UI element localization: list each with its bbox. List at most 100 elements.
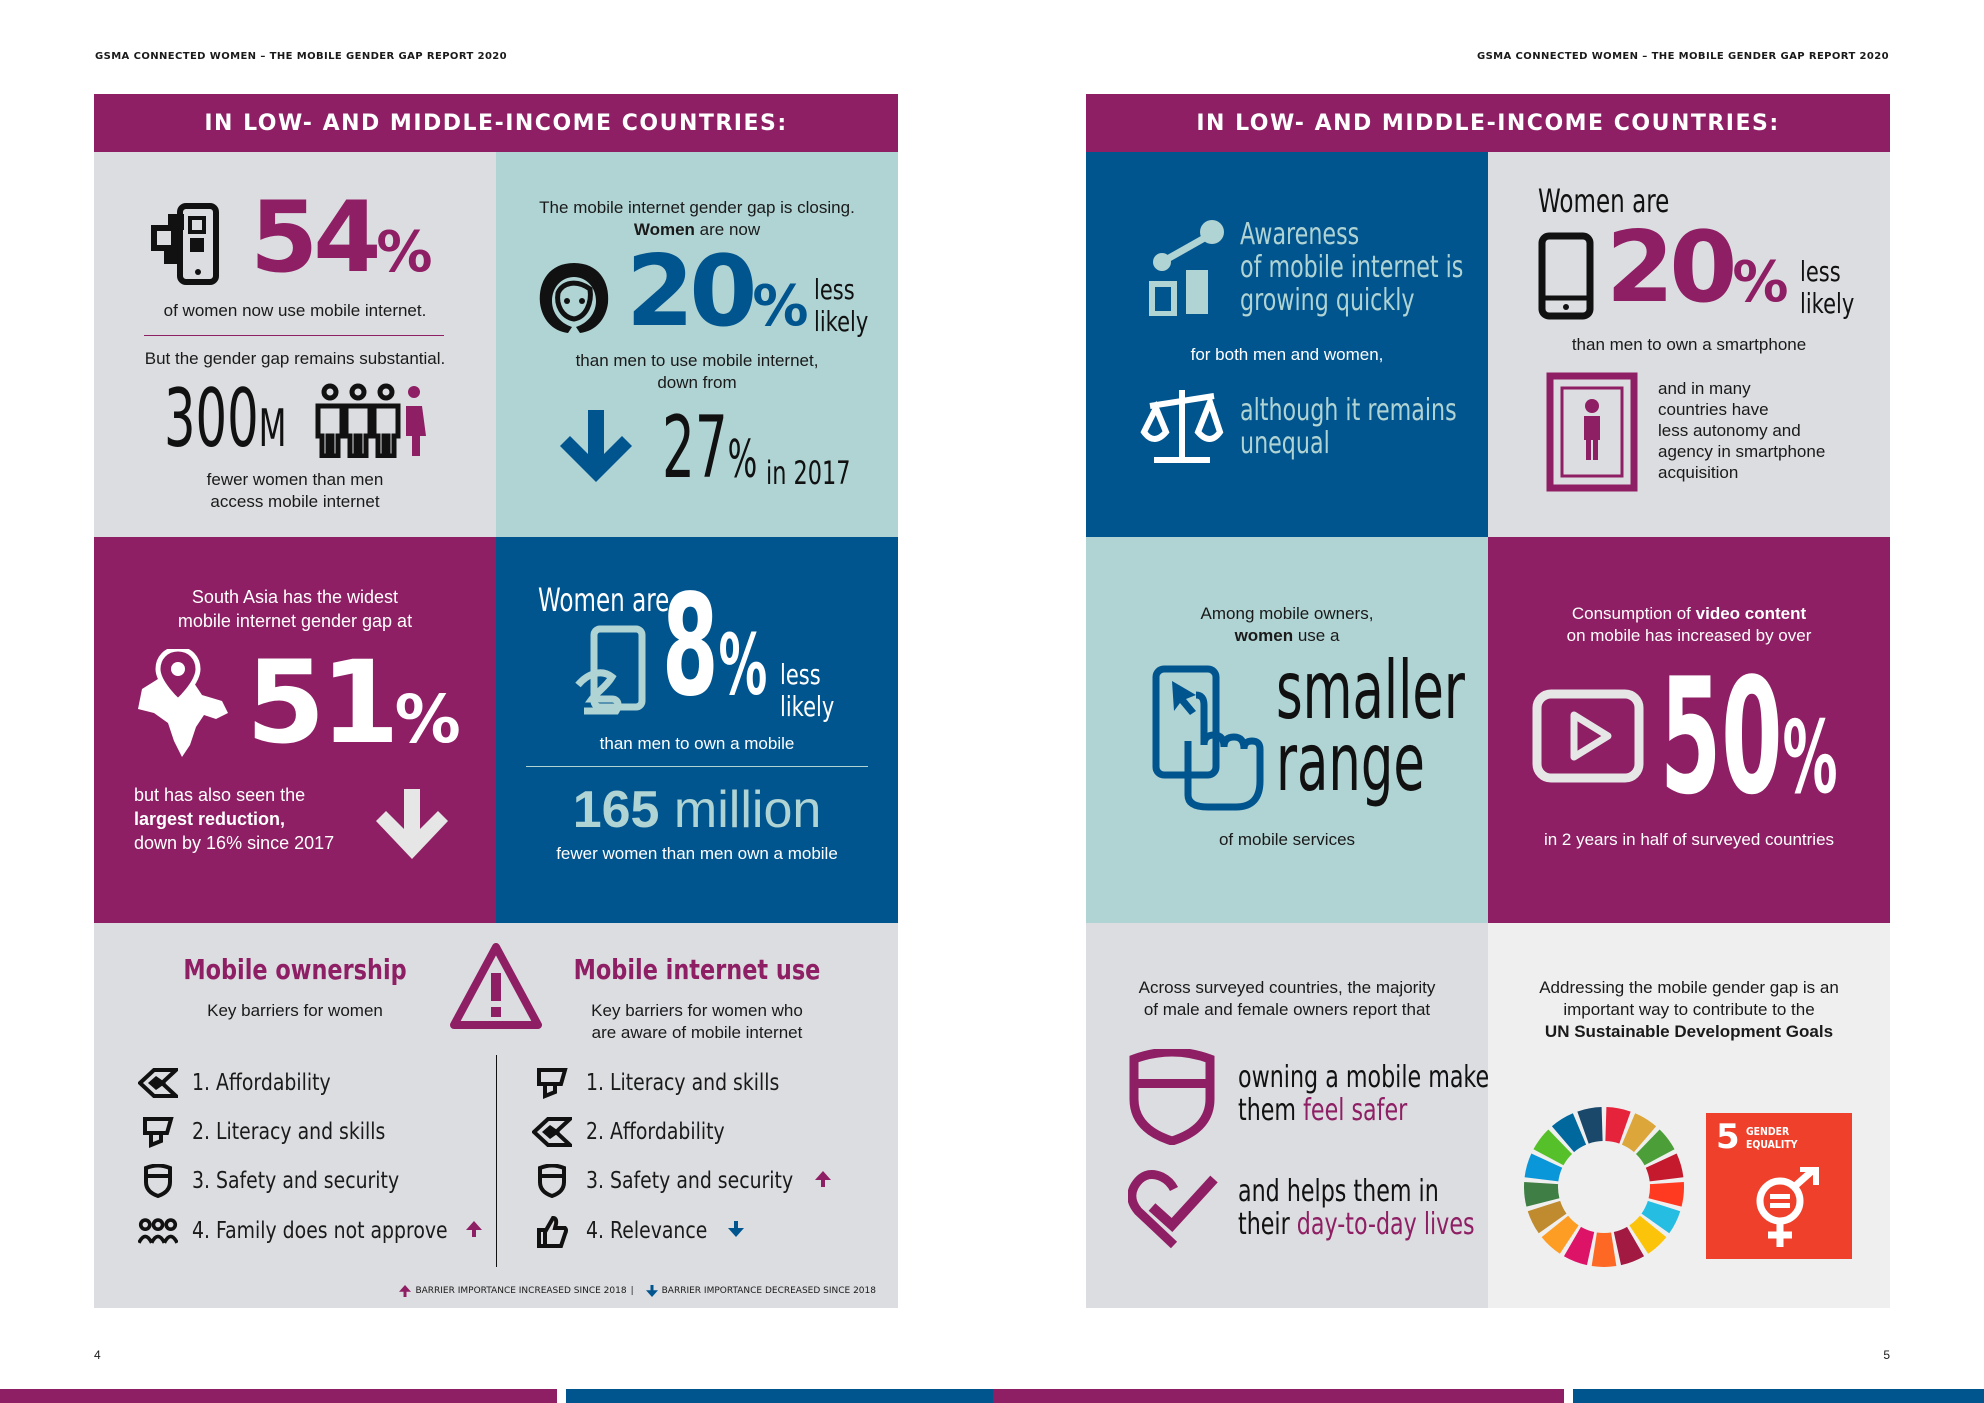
shield-icon	[138, 1164, 178, 1198]
smaller-range-text: smaller range	[1276, 644, 1465, 809]
list-item: 1. Literacy and skills	[532, 1067, 822, 1099]
sdg-wheel-segment	[1563, 1226, 1595, 1266]
ownership-barriers-title: Mobile ownership	[183, 953, 407, 986]
sdg-wheel-logo	[1524, 1107, 1684, 1272]
sdg-goal-5-tile: 5 GENDER EQUALITY	[1706, 1113, 1852, 1259]
thumbs-up-icon	[532, 1215, 572, 1248]
bottom-bar	[0, 1389, 557, 1403]
internet-barriers-title: Mobile internet use	[573, 953, 821, 986]
women-are-label: Women are	[1538, 182, 1670, 220]
sdg-wheel-segment	[1635, 1129, 1675, 1166]
sdg-wheel-segment	[1645, 1153, 1684, 1182]
million-caption: fewer women than men own a mobile	[556, 844, 838, 863]
awareness-panel: Awareness of mobile internet is growing …	[1086, 152, 1488, 537]
video-panel: Consumption of video content on mobile h…	[1488, 537, 1890, 923]
warning-icon	[450, 943, 542, 1034]
smartphone-less-likely: less likely	[1800, 255, 1855, 320]
shield-icon	[1128, 1047, 1216, 1150]
sdg-wheel-segment	[1605, 1107, 1631, 1144]
safety-panel: Across surveyed countries, the majority …	[1086, 923, 1488, 1308]
sdg-wheel-segment	[1648, 1182, 1684, 1207]
growth-chart-icon	[1146, 216, 1226, 321]
phone-qr-icon	[150, 202, 236, 293]
barrier-legend: BARRIER IMPORTANCE INCREASED SINCE 2018 …	[399, 1285, 876, 1297]
scales-icon	[1140, 384, 1224, 473]
list-item: 2. Affordability	[532, 1116, 755, 1148]
sdg-intro: Addressing the mobile gender gap is an i…	[1539, 978, 1839, 1041]
ownership-value: 8%	[662, 565, 768, 728]
gap-closing-value: 20%	[626, 235, 809, 349]
south-asia-panel: South Asia has the widest mobile interne…	[94, 537, 496, 923]
list-item: 2. Literacy and skills	[138, 1116, 428, 1148]
smartphone-caption: than men to own a smartphone	[1571, 335, 1807, 354]
divider	[144, 335, 444, 336]
trend-down-icon	[645, 1285, 658, 1297]
book-hand-icon	[138, 1116, 178, 1148]
internet-use-caption: of women now use mobile internet.	[163, 301, 427, 320]
money-icon	[138, 1067, 178, 1099]
sdg-wheel-segment	[1533, 1129, 1573, 1166]
gap-closing-less-likely: less likely	[814, 273, 869, 338]
running-header-left: GSMA CONNECTED WOMEN – THE MOBILE GENDER…	[95, 51, 508, 62]
ownership-less-likely: less likely	[780, 658, 835, 723]
bottom-bar	[1573, 1389, 1984, 1403]
woman-face-icon	[532, 257, 616, 342]
day-to-day-text: and helps them in their day-to-day lives	[1238, 1174, 1475, 1242]
south-asia-reduction: but has also seen the largest reduction,…	[134, 785, 335, 853]
bottom-bar	[566, 1389, 993, 1403]
gender-equality-icon	[1750, 1166, 1822, 1256]
range-intro: Among mobile owners, women use a	[1200, 604, 1374, 645]
prev-value: 27%	[662, 398, 758, 498]
internet-use-panel: 54% of women now use mobile internet. Bu…	[94, 152, 496, 537]
goal-number: 5	[1716, 1117, 1740, 1157]
page-number-left: 4	[94, 1348, 101, 1362]
smartphone-icon	[1538, 232, 1594, 325]
sdg-wheel-segment	[1591, 1232, 1617, 1267]
arrow-down-icon	[374, 789, 450, 864]
autonomy-text: and in many countries have less autonomy…	[1658, 379, 1826, 482]
sdg-wheel-segment	[1551, 1113, 1587, 1153]
list-item: 3. Safety and security	[532, 1164, 831, 1198]
list-item: 3. Safety and security	[138, 1164, 445, 1198]
goal-title: GENDER EQUALITY	[1746, 1125, 1798, 1151]
sdg-wheel-segment	[1524, 1182, 1560, 1207]
book-hand-icon	[532, 1067, 572, 1099]
ownership-barriers-sub: Key barriers for women	[207, 1001, 383, 1020]
list-item: 1. Affordability	[138, 1067, 361, 1099]
running-header-right: GSMA CONNECTED WOMEN – THE MOBILE GENDER…	[1476, 51, 1889, 62]
money-icon	[532, 1116, 572, 1148]
internet-use-value: 54%	[250, 181, 433, 295]
safety-intro: Across surveyed countries, the majority …	[1138, 978, 1436, 1019]
sdg-wheel-segment	[1577, 1107, 1603, 1144]
sdg-panel: Addressing the mobile gender gap is an i…	[1488, 923, 1890, 1308]
family-icon	[138, 1215, 178, 1247]
unequal-text: although it remains unequal	[1240, 393, 1457, 461]
video-caption: in 2 years in half of surveyed countries	[1543, 830, 1835, 849]
trend-up-icon	[399, 1285, 412, 1297]
awareness-caption: for both men and women,	[1190, 345, 1384, 364]
feel-safer-text: owning a mobile makes them feel safer	[1238, 1060, 1488, 1128]
sdg-wheel-segment	[1621, 1113, 1657, 1153]
smartphone-panel: Women are 20% less likely than men to ow…	[1488, 152, 1890, 537]
women-are-label: Women are	[538, 581, 670, 619]
gap-closing-panel: The mobile internet gender gap is closin…	[496, 152, 898, 537]
range-caption: of mobile services	[1218, 830, 1356, 849]
shield-icon	[532, 1164, 572, 1198]
gap-text: But the gender gap remains substantial.	[144, 349, 446, 368]
bottom-bar	[993, 1389, 1564, 1403]
ownership-caption: than men to own a mobile	[599, 734, 795, 753]
gap-closing-caption: than men to use mobile internet, down fr…	[575, 351, 819, 392]
video-value: 50%	[1660, 643, 1838, 830]
heart-check-icon	[1127, 1169, 1220, 1256]
sdg-wheel-segment	[1641, 1200, 1681, 1234]
sdg-wheel-segment	[1524, 1153, 1563, 1182]
barriers-panel: Mobile ownership Key barriers for women …	[94, 923, 898, 1308]
phone-touch-icon	[1152, 665, 1264, 816]
mobile-ownership-panel: Women are 8% less likely than men to own…	[496, 537, 898, 923]
sdg-wheel-segment	[1541, 1215, 1579, 1254]
sdg-wheel-segment	[1527, 1200, 1567, 1234]
right-banner: IN LOW- AND MIDDLE-INCOME COUNTRIES:	[1086, 94, 1890, 152]
south-asia-intro: South Asia has the widest mobile interne…	[177, 587, 413, 631]
map-pin-icon	[132, 646, 236, 762]
divider	[496, 1055, 497, 1267]
